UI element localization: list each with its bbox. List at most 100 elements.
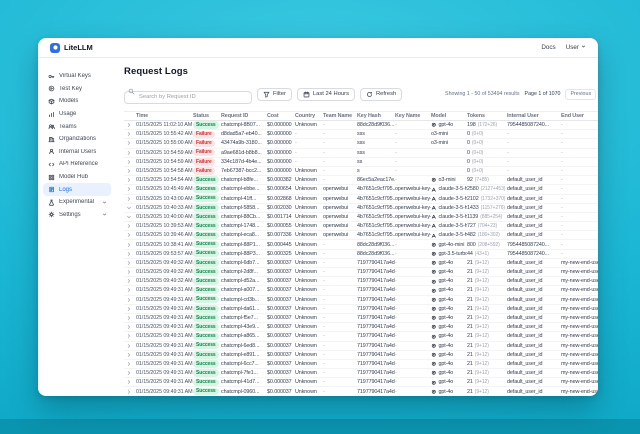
table-row[interactable]: 01/15/2025 10:54:54 AM Success chatcmpl-b8… — [124, 176, 598, 186]
table-row[interactable]: 01/15/2025 09:49:31 AM Success chatcmpl-e8… — [124, 351, 598, 360]
table-row[interactable]: 01/15/2025 09:49:31 AM Success chatcmpl-a0… — [124, 286, 598, 296]
chevron-right-icon[interactable] — [126, 159, 132, 165]
chevron-right-icon[interactable] — [126, 379, 132, 385]
table-row[interactable]: 01/15/2025 10:54:59 AM Failure 334c187d-4b… — [124, 158, 598, 167]
column-header: Time — [136, 112, 149, 119]
chevron-right-icon[interactable] — [126, 333, 132, 339]
chevron-right-icon[interactable] — [126, 251, 132, 257]
status-badge: Failure — [193, 167, 215, 175]
table-row[interactable]: 01/15/2025 10:38:41 AM Success chatcmpl-88… — [124, 240, 598, 250]
refresh-button[interactable]: Refresh — [359, 87, 403, 101]
chevron-right-icon[interactable] — [126, 122, 132, 128]
sidebar-item-api-reference[interactable]: API Reference — [43, 158, 111, 171]
chevron-right-icon[interactable] — [126, 140, 132, 146]
cell-model: gpt-4o — [431, 370, 467, 376]
cell-tokens: 1433 (1157+276) — [467, 204, 505, 211]
sidebar-item-usage[interactable]: Usage — [43, 108, 111, 121]
table-row[interactable]: 01/15/2025 09:49:32 AM Success chatcmpl-6d… — [124, 259, 598, 268]
chevron-right-icon[interactable] — [126, 315, 132, 321]
table-row[interactable]: 01/15/2025 09:49:32 AM Success chatcmpl-d5… — [124, 277, 598, 287]
chevron-right-icon[interactable] — [126, 242, 132, 248]
table-row[interactable]: 01/15/2025 10:43:00 AM Success chatcmpl-41… — [124, 194, 598, 204]
sidebar-item-virtual-keys[interactable]: Virtual Keys — [43, 70, 111, 83]
cell-status: Success — [193, 341, 221, 350]
chevron-right-icon[interactable] — [126, 150, 132, 156]
chevron-right-icon[interactable] — [126, 269, 132, 275]
cell-team-name: - — [323, 370, 325, 377]
table-row[interactable]: 01/15/2025 10:54:58 AM Failure 7eb67387-bc… — [124, 167, 598, 177]
table-row[interactable]: 01/15/2025 09:49:31 AM Success chatcmpl-f5… — [124, 314, 598, 324]
cell-key-name: - — [395, 379, 397, 386]
table-row[interactable]: 01/15/2025 10:45:49 AM Success chatcmpl-eb… — [124, 185, 598, 195]
table-row[interactable]: 01/15/2025 09:49:32 AM Success chatcmpl-2d… — [124, 268, 598, 278]
chevron-right-icon[interactable] — [126, 361, 132, 367]
chevron-down-icon[interactable] — [126, 214, 132, 220]
sidebar-item-experimental[interactable]: Experimental — [43, 196, 111, 209]
chevron-right-icon[interactable] — [126, 370, 132, 376]
table-row[interactable]: 01/15/2025 09:53:57 AM Success chatcmpl-88… — [124, 249, 598, 259]
cell-internal-user: default_user_id — [507, 296, 543, 303]
chevron-right-icon[interactable] — [126, 343, 132, 349]
filter-button[interactable]: Filter — [257, 87, 292, 101]
previous-button[interactable]: Previous — [565, 88, 597, 100]
chevron-right-icon[interactable] — [126, 260, 132, 266]
chevron-right-icon[interactable] — [126, 297, 132, 303]
chevron-right-icon[interactable] — [126, 278, 132, 284]
chevron-right-icon[interactable] — [126, 306, 132, 312]
table-row[interactable]: 01/15/2025 09:49:31 AM Success chatcmpl-da… — [124, 305, 598, 314]
cell-key-hash: 88dc28d9f036... — [357, 241, 395, 248]
time-range-button[interactable]: Last 24 Hours — [296, 87, 355, 101]
sidebar-item-teams[interactable]: Teams — [43, 120, 111, 133]
nav-user-menu[interactable]: User — [566, 44, 586, 51]
sidebar-item-internal-users[interactable]: Internal Users — [43, 146, 111, 159]
cell-key-name: - — [395, 324, 397, 331]
search-input[interactable] — [124, 90, 252, 104]
chevron-right-icon[interactable] — [126, 168, 132, 174]
chevron-right-icon[interactable] — [126, 177, 132, 183]
table-row[interactable]: 01/15/2025 10:40:00 AM Success chatcmpl-88… — [124, 213, 598, 223]
chevron-down-icon[interactable] — [126, 205, 132, 211]
status-badge: Success — [193, 332, 219, 341]
cell-tokens: 21 (9+12) — [467, 305, 489, 312]
table-row[interactable]: 01/15/2025 09:49:31 AM Success chatcmpl-7f… — [124, 369, 598, 379]
status-badge: Success — [193, 121, 219, 129]
table-row[interactable]: 01/15/2025 09:49:31 AM Success chatcmpl-cd… — [124, 295, 598, 305]
table-row[interactable]: 01/15/2025 09:49:31 AM Success chatcmpl-6e… — [124, 341, 598, 351]
chevron-right-icon[interactable] — [126, 186, 132, 192]
sidebar-item-test-key[interactable]: Test Key — [43, 83, 111, 96]
table-row[interactable]: 01/15/2025 10:40:33 AM Success chatcmpl-58… — [124, 204, 598, 213]
chevron-right-icon[interactable] — [126, 223, 132, 229]
sidebar-item-settings[interactable]: Settings — [43, 209, 111, 222]
table-row[interactable]: 01/15/2025 10:55:42 AM Failure d8dad5a7-eb… — [124, 130, 598, 140]
cell-end-user: my-new-end-user-1 — [561, 287, 598, 294]
chevron-right-icon[interactable] — [126, 324, 132, 330]
table-row[interactable]: 01/15/2025 09:49:31 AM Success chatcmpl-43… — [124, 323, 598, 333]
table-row[interactable]: 01/15/2025 09:49:31 AM Success chatcmpl-41… — [124, 378, 598, 388]
sidebar-item-models[interactable]: Models — [43, 95, 111, 108]
sidebar-item-logs[interactable]: Logs — [43, 183, 111, 196]
table-row[interactable]: 01/15/2025 09:49:31 AM Success chatcmpl-09… — [124, 387, 598, 395]
chevron-right-icon[interactable] — [126, 131, 132, 137]
chevron-right-icon[interactable] — [126, 287, 132, 293]
chevron-right-icon[interactable] — [126, 352, 132, 358]
chevron-right-icon[interactable] — [126, 389, 132, 395]
column-header: Request ID — [221, 112, 249, 119]
table-row[interactable]: 01/15/2025 10:54:59 AM Failure a9ae681d-b8… — [124, 148, 598, 158]
model-hub-icon — [47, 174, 55, 181]
table-row[interactable]: 01/15/2025 09:49:31 AM Success chatcmpl-a8… — [124, 332, 598, 342]
sidebar-item-model-hub[interactable]: Model Hub — [43, 171, 111, 184]
table-row[interactable]: 01/15/2025 10:39:53 AM Success chatcmpl-17… — [124, 222, 598, 232]
table-row[interactable]: 01/15/2025 11:02:10 AM Success chatcmpl-8B… — [124, 121, 598, 131]
chevron-right-icon[interactable] — [126, 232, 132, 238]
table-row[interactable]: 01/15/2025 10:55:00 AM Failure 43474a9b-31… — [124, 139, 598, 149]
cell-status: Failure — [193, 148, 221, 157]
chevron-right-icon[interactable] — [126, 196, 132, 202]
nav-docs-link[interactable]: Docs — [541, 44, 556, 51]
cell-key-hash: 88dc28d9f036... — [357, 250, 395, 257]
sidebar-item-organizations[interactable]: Organizations — [43, 133, 111, 146]
openai-icon — [431, 352, 437, 358]
table-row[interactable]: 01/15/2025 09:49:31 AM Success chatcmpl-6c… — [124, 360, 598, 370]
cell-team-name: - — [323, 351, 325, 358]
expand-cell — [124, 168, 136, 174]
table-row[interactable]: 01/15/2025 10:39:46 AM Success chatcmpl-ec… — [124, 231, 598, 241]
